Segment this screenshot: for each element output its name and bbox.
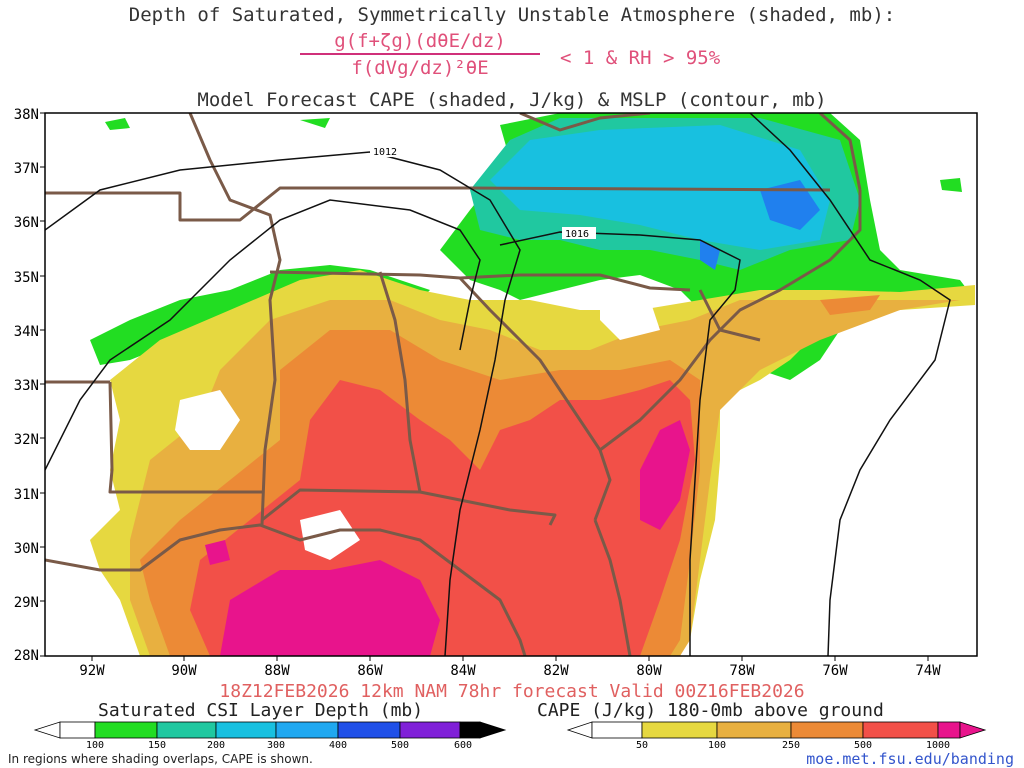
csi-tick: 400: [329, 740, 347, 751]
formula-condition: < 1 & RH > 95%: [560, 47, 721, 69]
lon-label: 78W: [729, 663, 755, 679]
no-shading-region: [175, 300, 660, 560]
mslp-isobars: [45, 113, 951, 656]
title-line-3: Model Forecast CAPE (shaded, J/kg) & MSL…: [197, 89, 827, 111]
cape-tick: 500: [854, 740, 872, 751]
lat-label: 37N: [14, 161, 39, 177]
lat-label: 36N: [14, 215, 39, 231]
cape-legend-title: CAPE (J/kg) 180-0mb above ground: [537, 700, 884, 721]
formula-denominator: f(dVg/dz)²θE: [351, 57, 489, 79]
csi-tick: 150: [148, 740, 166, 751]
csi-tick: 100: [86, 740, 104, 751]
lon-label: 90W: [171, 663, 197, 679]
lat-label: 28N: [14, 648, 39, 664]
csi-legend-title: Saturated CSI Layer Depth (mb): [98, 700, 424, 721]
lat-label: 29N: [14, 595, 39, 611]
lat-label: 35N: [14, 270, 39, 286]
cape-colorbar-ticks: 50 100 250 500 1000: [636, 740, 950, 751]
lon-label: 82W: [543, 663, 569, 679]
lon-label: 88W: [264, 663, 290, 679]
isobar-label-bg-1012: [370, 145, 404, 157]
lon-label: 86W: [357, 663, 383, 679]
cape-tick: 1000: [926, 740, 950, 751]
csi-colorbar-ticks: 100 150 200 300 400 500 600: [86, 740, 472, 751]
isobar-label-1016: 1016: [565, 229, 589, 240]
lat-label: 33N: [14, 378, 39, 394]
csi-shading-blue: [700, 180, 820, 270]
cape-tick: 50: [636, 740, 648, 751]
cape-colorbar: [566, 721, 987, 739]
isobar-label-1012: 1012: [373, 147, 397, 158]
lon-label: 80W: [636, 663, 662, 679]
lat-labels: 38N 37N 36N 35N 34N 33N 32N 31N 30N 29N …: [14, 107, 39, 664]
isobar-label-bg-1016: [562, 227, 596, 239]
formula-numerator: g(f+ζg)(dθE/dz): [334, 30, 506, 52]
lat-label: 34N: [14, 324, 39, 340]
csi-tick: 600: [454, 740, 472, 751]
formula-fraction-bar: [300, 53, 540, 55]
cape-tick: 250: [782, 740, 800, 751]
csi-tick: 300: [267, 740, 285, 751]
lat-label: 30N: [14, 541, 39, 557]
lon-label: 92W: [79, 663, 105, 679]
lon-label: 84W: [450, 663, 476, 679]
lat-axis: [40, 112, 45, 657]
lon-labels: 92W 90W 88W 86W 84W 82W 80W 78W 76W 74W: [79, 663, 941, 679]
lon-label: 76W: [822, 663, 848, 679]
cape-tick: 100: [708, 740, 726, 751]
valid-time-line: 18Z12FEB2026 12km NAM 78hr forecast Vali…: [219, 681, 805, 702]
csi-colorbar: [33, 721, 507, 739]
lon-axis: [91, 656, 929, 661]
title-line-1: Depth of Saturated, Symmetrically Unstab…: [128, 4, 896, 26]
lat-label: 32N: [14, 432, 39, 448]
csi-tick: 500: [391, 740, 409, 751]
lon-label: 74W: [915, 663, 941, 679]
csi-shading-cyan: [490, 125, 830, 250]
lat-label: 31N: [14, 487, 39, 503]
csi-tick: 200: [207, 740, 225, 751]
lat-label: 38N: [14, 107, 39, 123]
overlap-note: In regions where shading overlaps, CAPE …: [8, 752, 313, 766]
cape-shading-magenta: [205, 420, 690, 656]
source-url-link[interactable]: moe.met.fsu.edu/banding: [806, 750, 1014, 768]
formula-fraction: g(f+ζg)(dθE/dz) f(dVg/dz)²θE: [300, 30, 540, 79]
